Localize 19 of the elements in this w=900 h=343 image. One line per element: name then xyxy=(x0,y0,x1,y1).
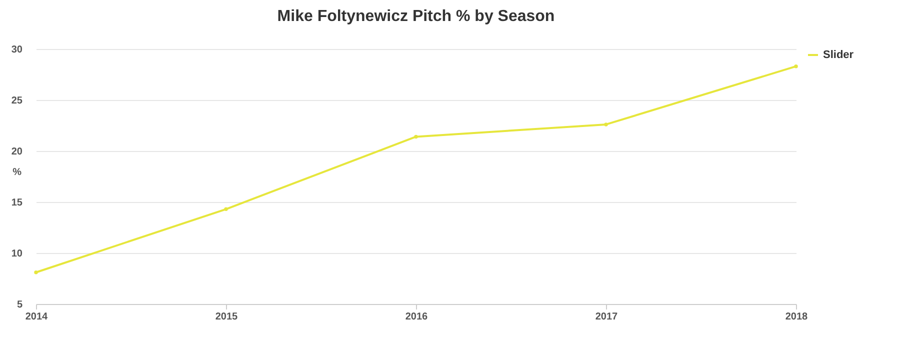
y-axis-title: % xyxy=(12,167,22,178)
y-tick-label: 25 xyxy=(11,96,23,106)
y-tick-label: 30 xyxy=(11,44,23,56)
x-tick-label: 2015 xyxy=(215,312,238,322)
x-tick-label: 2016 xyxy=(405,312,428,322)
y-tick-label: 20 xyxy=(11,146,23,158)
y-tick-label: 15 xyxy=(11,198,23,208)
y-tick-label: 10 xyxy=(11,248,23,260)
chart-title: Mike Foltynewicz Pitch % by Season xyxy=(277,8,555,25)
y-tick-label: 5 xyxy=(16,300,23,310)
point xyxy=(414,134,418,139)
point xyxy=(34,270,38,274)
point xyxy=(224,207,228,212)
legend-label: Slider xyxy=(823,49,854,61)
x-tick-label: 2017 xyxy=(595,312,618,322)
point xyxy=(604,122,608,126)
x-tick-label: 2014 xyxy=(25,312,48,322)
x-tick-label: 2018 xyxy=(785,312,808,322)
point xyxy=(794,64,798,68)
